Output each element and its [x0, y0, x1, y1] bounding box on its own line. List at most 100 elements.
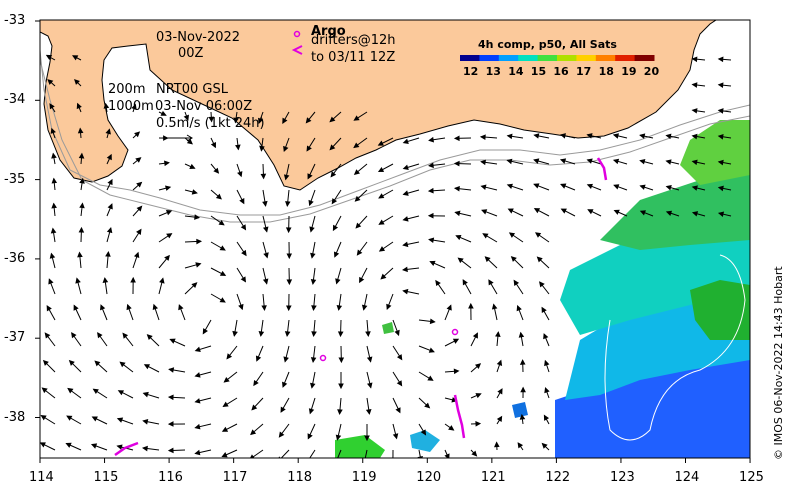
- current-arrowhead: [107, 203, 113, 210]
- colorbar-title: 4h comp, p50, All Sats: [478, 38, 617, 51]
- current-arrowhead: [452, 338, 460, 344]
- colorbar-label: 19: [621, 65, 637, 78]
- current-arrowhead: [543, 333, 549, 340]
- current-arrowhead: [335, 434, 342, 441]
- legend-argo-marker: [293, 30, 301, 38]
- current-arrowhead: [717, 108, 724, 114]
- current-arrowhead: [453, 368, 460, 375]
- current-arrowhead: [50, 227, 57, 234]
- current-arrowhead: [240, 224, 247, 231]
- current-arrowhead: [136, 181, 143, 188]
- current-arrowhead: [66, 415, 73, 421]
- current-arrowhead: [330, 171, 337, 178]
- current-arrowhead: [402, 288, 409, 295]
- current-arrowhead: [480, 159, 487, 166]
- current-arrowhead: [354, 195, 361, 202]
- current-arrowhead: [560, 208, 567, 214]
- current-arrowhead: [218, 219, 225, 226]
- current-arrowhead: [223, 376, 230, 383]
- colorbar-swatch: [460, 55, 480, 61]
- current-arrowhead: [539, 281, 545, 288]
- sst-cyan-speck: [410, 430, 440, 452]
- sst-green-speck: [382, 322, 394, 334]
- argo-marker: [451, 328, 459, 336]
- current-arrowhead: [72, 55, 79, 61]
- current-arrowhead: [497, 388, 503, 395]
- current-arrowhead: [282, 381, 288, 388]
- current-arrowhead: [586, 158, 593, 164]
- longitude-tick-label: 116: [158, 470, 183, 485]
- current-arrowhead: [258, 330, 265, 337]
- current-arrowhead: [77, 251, 83, 258]
- latitude-tick-label: -33: [4, 13, 26, 28]
- depth-1000-label: 1000m: [108, 99, 154, 114]
- current-arrowhead: [427, 375, 434, 381]
- current-arrowhead: [665, 159, 672, 165]
- current-arrowhead: [361, 304, 368, 311]
- current-arrowhead: [533, 183, 540, 189]
- current-arrowhead: [336, 304, 343, 311]
- current-arrowhead: [283, 145, 289, 153]
- current-arrowhead: [183, 114, 189, 121]
- current-arrowhead: [283, 174, 290, 181]
- current-arrowhead: [353, 115, 360, 121]
- current-arrowhead: [359, 276, 365, 284]
- current-arrowhead: [130, 276, 136, 283]
- current-arrowhead: [237, 171, 243, 178]
- current-arrowhead: [396, 354, 403, 361]
- current-arrowhead: [167, 394, 174, 401]
- longitude-tick-label: 115: [93, 470, 119, 485]
- current-arrowhead: [103, 102, 110, 109]
- colorbar-label: 20: [643, 65, 660, 78]
- current-arrowhead: [481, 209, 488, 215]
- current-arrowhead: [519, 359, 526, 365]
- current-arrowhead: [51, 152, 57, 159]
- current-arrowhead: [165, 210, 173, 216]
- colorbar-swatch: [479, 55, 500, 61]
- current-arrowhead: [717, 56, 724, 63]
- current-arrowhead: [191, 189, 198, 195]
- current-arrowhead: [338, 383, 344, 390]
- current-arrowhead: [76, 102, 82, 110]
- current-arrowhead: [364, 435, 370, 442]
- current-arrowhead: [457, 257, 464, 264]
- latitude-tick-label: -37: [4, 330, 26, 346]
- longitude-tick-label: 117: [222, 470, 248, 485]
- colorbar-swatch: [518, 55, 539, 61]
- current-arrowhead: [105, 128, 111, 135]
- current-arrowhead: [284, 331, 291, 337]
- current-arrowhead: [222, 401, 229, 407]
- current-arrowhead: [255, 355, 262, 362]
- current-arrowhead: [517, 442, 524, 449]
- current-arrowhead: [544, 387, 550, 394]
- current-arrowhead: [310, 357, 317, 364]
- colorbar-label: 12: [463, 65, 479, 78]
- current-arrowhead: [401, 266, 408, 273]
- current-arrowhead: [40, 442, 46, 448]
- current-arrowhead: [282, 117, 288, 124]
- current-arrowhead: [253, 379, 259, 387]
- current-arrowhead: [285, 201, 291, 208]
- australian-landmass: [40, 20, 717, 191]
- current-arrowhead: [717, 211, 725, 218]
- current-arrowhead: [717, 82, 724, 88]
- current-arrowhead: [106, 227, 113, 234]
- current-arrowhead: [491, 303, 498, 310]
- current-arrowhead: [194, 346, 201, 353]
- current-arrowhead: [691, 133, 698, 140]
- current-arrowhead: [168, 367, 175, 373]
- current-arrow: [280, 449, 290, 458]
- current-arrowhead: [105, 250, 111, 257]
- current-arrowhead: [420, 429, 427, 436]
- sst-green-south: [335, 435, 385, 458]
- current-arrowhead: [402, 190, 409, 196]
- sst-blue-speck: [512, 402, 528, 418]
- current-arrowhead: [534, 232, 542, 238]
- colorbar-label: 16: [553, 65, 569, 78]
- current-arrowhead: [533, 208, 541, 214]
- current-arrowhead: [42, 359, 49, 366]
- current-arrowhead: [106, 153, 112, 161]
- current-arrowhead: [613, 209, 620, 215]
- drifters-to-label: to 03/11 12Z: [311, 50, 396, 65]
- colorbar-swatch: [634, 55, 655, 61]
